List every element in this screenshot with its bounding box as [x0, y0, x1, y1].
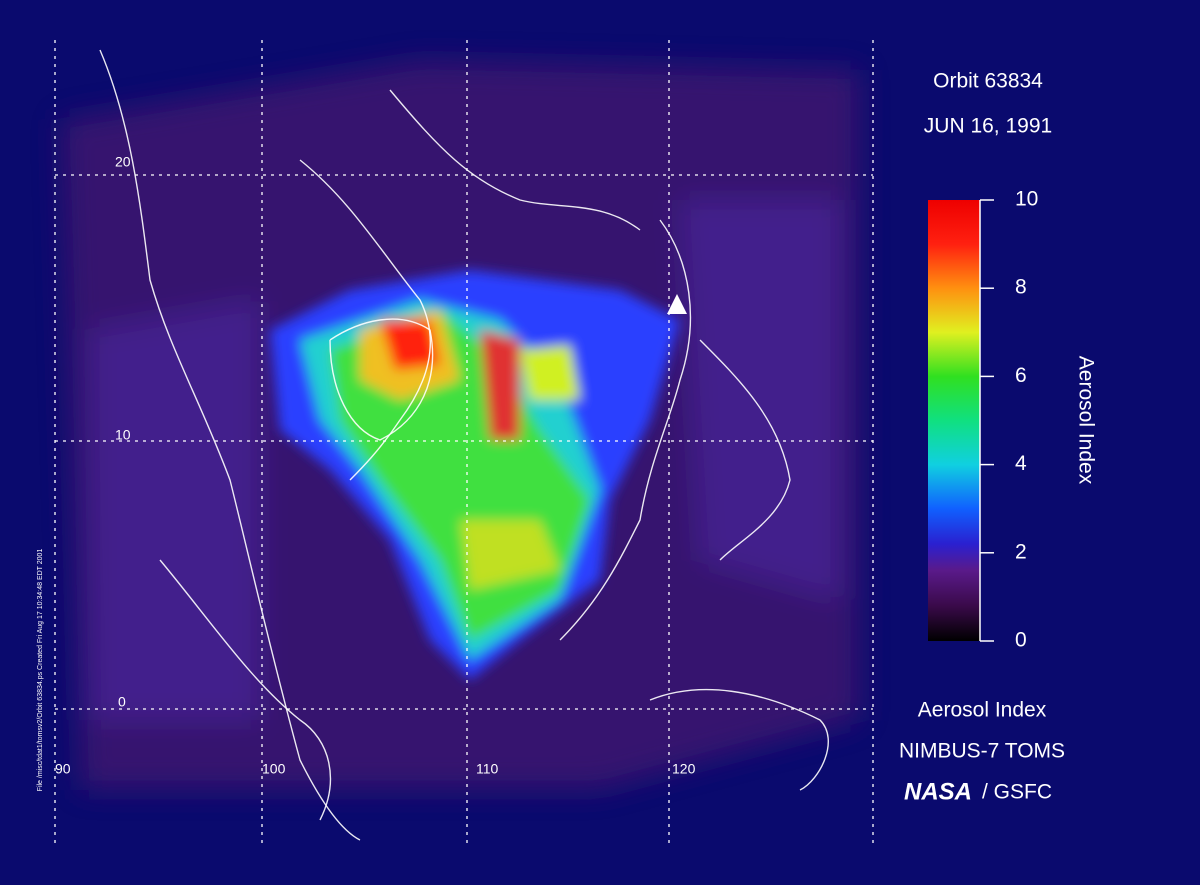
colorbar: 0 2 4 6 8 10 [928, 188, 1038, 652]
instrument-label: NIMBUS-7 TOMS [899, 740, 1065, 763]
colorbar-tick-label: 0 [1015, 629, 1027, 652]
file-note: File /misc/tdat1/tomsv2/Orbit 63834.ps C… [37, 549, 44, 792]
colorbar-tick-label: 4 [1015, 452, 1027, 475]
lon-label: 110 [476, 761, 499, 777]
lon-label: 120 [672, 761, 696, 777]
center-label: / GSFC [982, 781, 1052, 804]
coastlines [99, 49, 829, 841]
aerosol-field [60, 60, 860, 790]
colorbar-tick-label: 8 [1015, 276, 1027, 299]
lat-label: 0 [118, 694, 126, 710]
colorbar-tick-label: 6 [1015, 364, 1027, 387]
agency-logo: NASA [904, 778, 972, 805]
product-label: Aerosol Index [918, 699, 1047, 722]
colorbar-scale [928, 200, 980, 641]
site-marker [667, 294, 687, 314]
date-label: JUN 16, 1991 [924, 115, 1052, 138]
colorbar-tick-label: 10 [1015, 188, 1038, 211]
lat-label: 20 [115, 154, 131, 170]
lon-label: 90 [55, 761, 71, 777]
colorbar-tick-label: 2 [1015, 540, 1027, 563]
lat-label: 10 [115, 427, 131, 443]
colorbar-title: Aerosol Index [1074, 356, 1097, 485]
lon-label: 100 [262, 761, 286, 777]
graticule: 20 10 0 90 100 110 120 [54, 40, 874, 845]
orbit-label: Orbit 63834 [933, 70, 1043, 93]
